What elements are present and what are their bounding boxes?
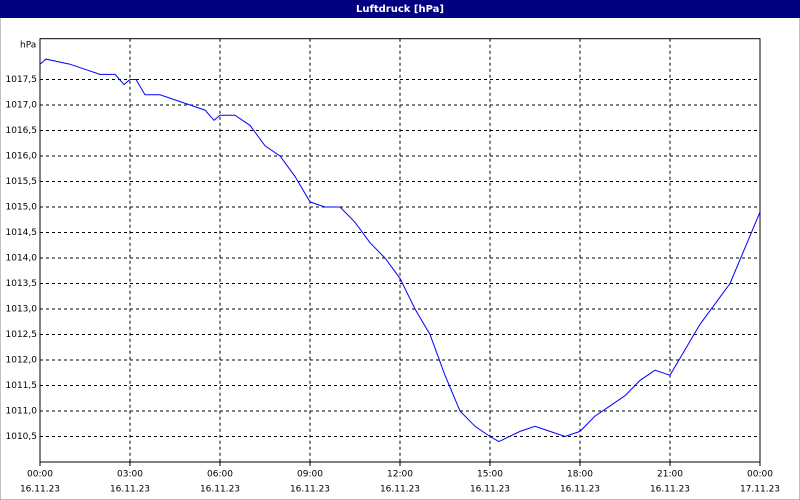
y-tick-label: 1012,5: [6, 330, 38, 340]
x-tick-date: 16.11.23: [110, 485, 150, 495]
x-tick-label: 06:00: [207, 470, 233, 480]
x-tick-date: 16.11.23: [650, 485, 690, 495]
y-tick-label: 1016,0: [6, 152, 38, 162]
y-tick-label: 1013,0: [6, 305, 38, 315]
x-tick-label: 12:00: [387, 470, 413, 480]
x-tick-date: 16.11.23: [290, 485, 330, 495]
y-tick-label: 1012,0: [6, 356, 38, 366]
y-tick-label: 1010,5: [6, 432, 38, 442]
x-tick-date: 16.11.23: [380, 485, 420, 495]
y-tick-label: 1017,0: [6, 101, 38, 111]
y-axis-label: hPa: [20, 41, 36, 51]
y-tick-label: 1015,0: [6, 203, 38, 213]
x-tick-date: 16.11.23: [200, 485, 240, 495]
y-tick-label: 1015,5: [6, 177, 38, 187]
x-tick-label: 03:00: [117, 470, 143, 480]
x-tick-date: 16.11.23: [560, 485, 600, 495]
x-tick-date: 16.11.23: [470, 485, 510, 495]
y-tick-label: 1014,0: [6, 254, 38, 264]
y-tick-label: 1011,0: [6, 407, 38, 417]
pressure-line: [39, 58, 761, 443]
x-tick-label: 18:00: [567, 470, 593, 480]
x-tick-date: 16.11.23: [20, 485, 60, 495]
x-tick-label: 15:00: [477, 470, 503, 480]
x-tick-label: 21:00: [657, 470, 683, 480]
x-tick-label: 09:00: [297, 470, 323, 480]
x-tick-label: 00:00: [27, 470, 53, 480]
title-bar: [0, 0, 800, 18]
y-tick-label: 1016,5: [6, 126, 38, 136]
y-tick-label: 1011,5: [6, 381, 38, 391]
y-tick-label: 1017,5: [6, 75, 38, 85]
x-tick-date: 17.11.23: [740, 485, 780, 495]
chart-title: Luftdruck [hPa]: [356, 4, 444, 15]
y-tick-label: 1014,5: [6, 228, 38, 238]
x-tick-label: 00:00: [747, 470, 773, 480]
y-tick-label: 1013,5: [6, 279, 38, 289]
